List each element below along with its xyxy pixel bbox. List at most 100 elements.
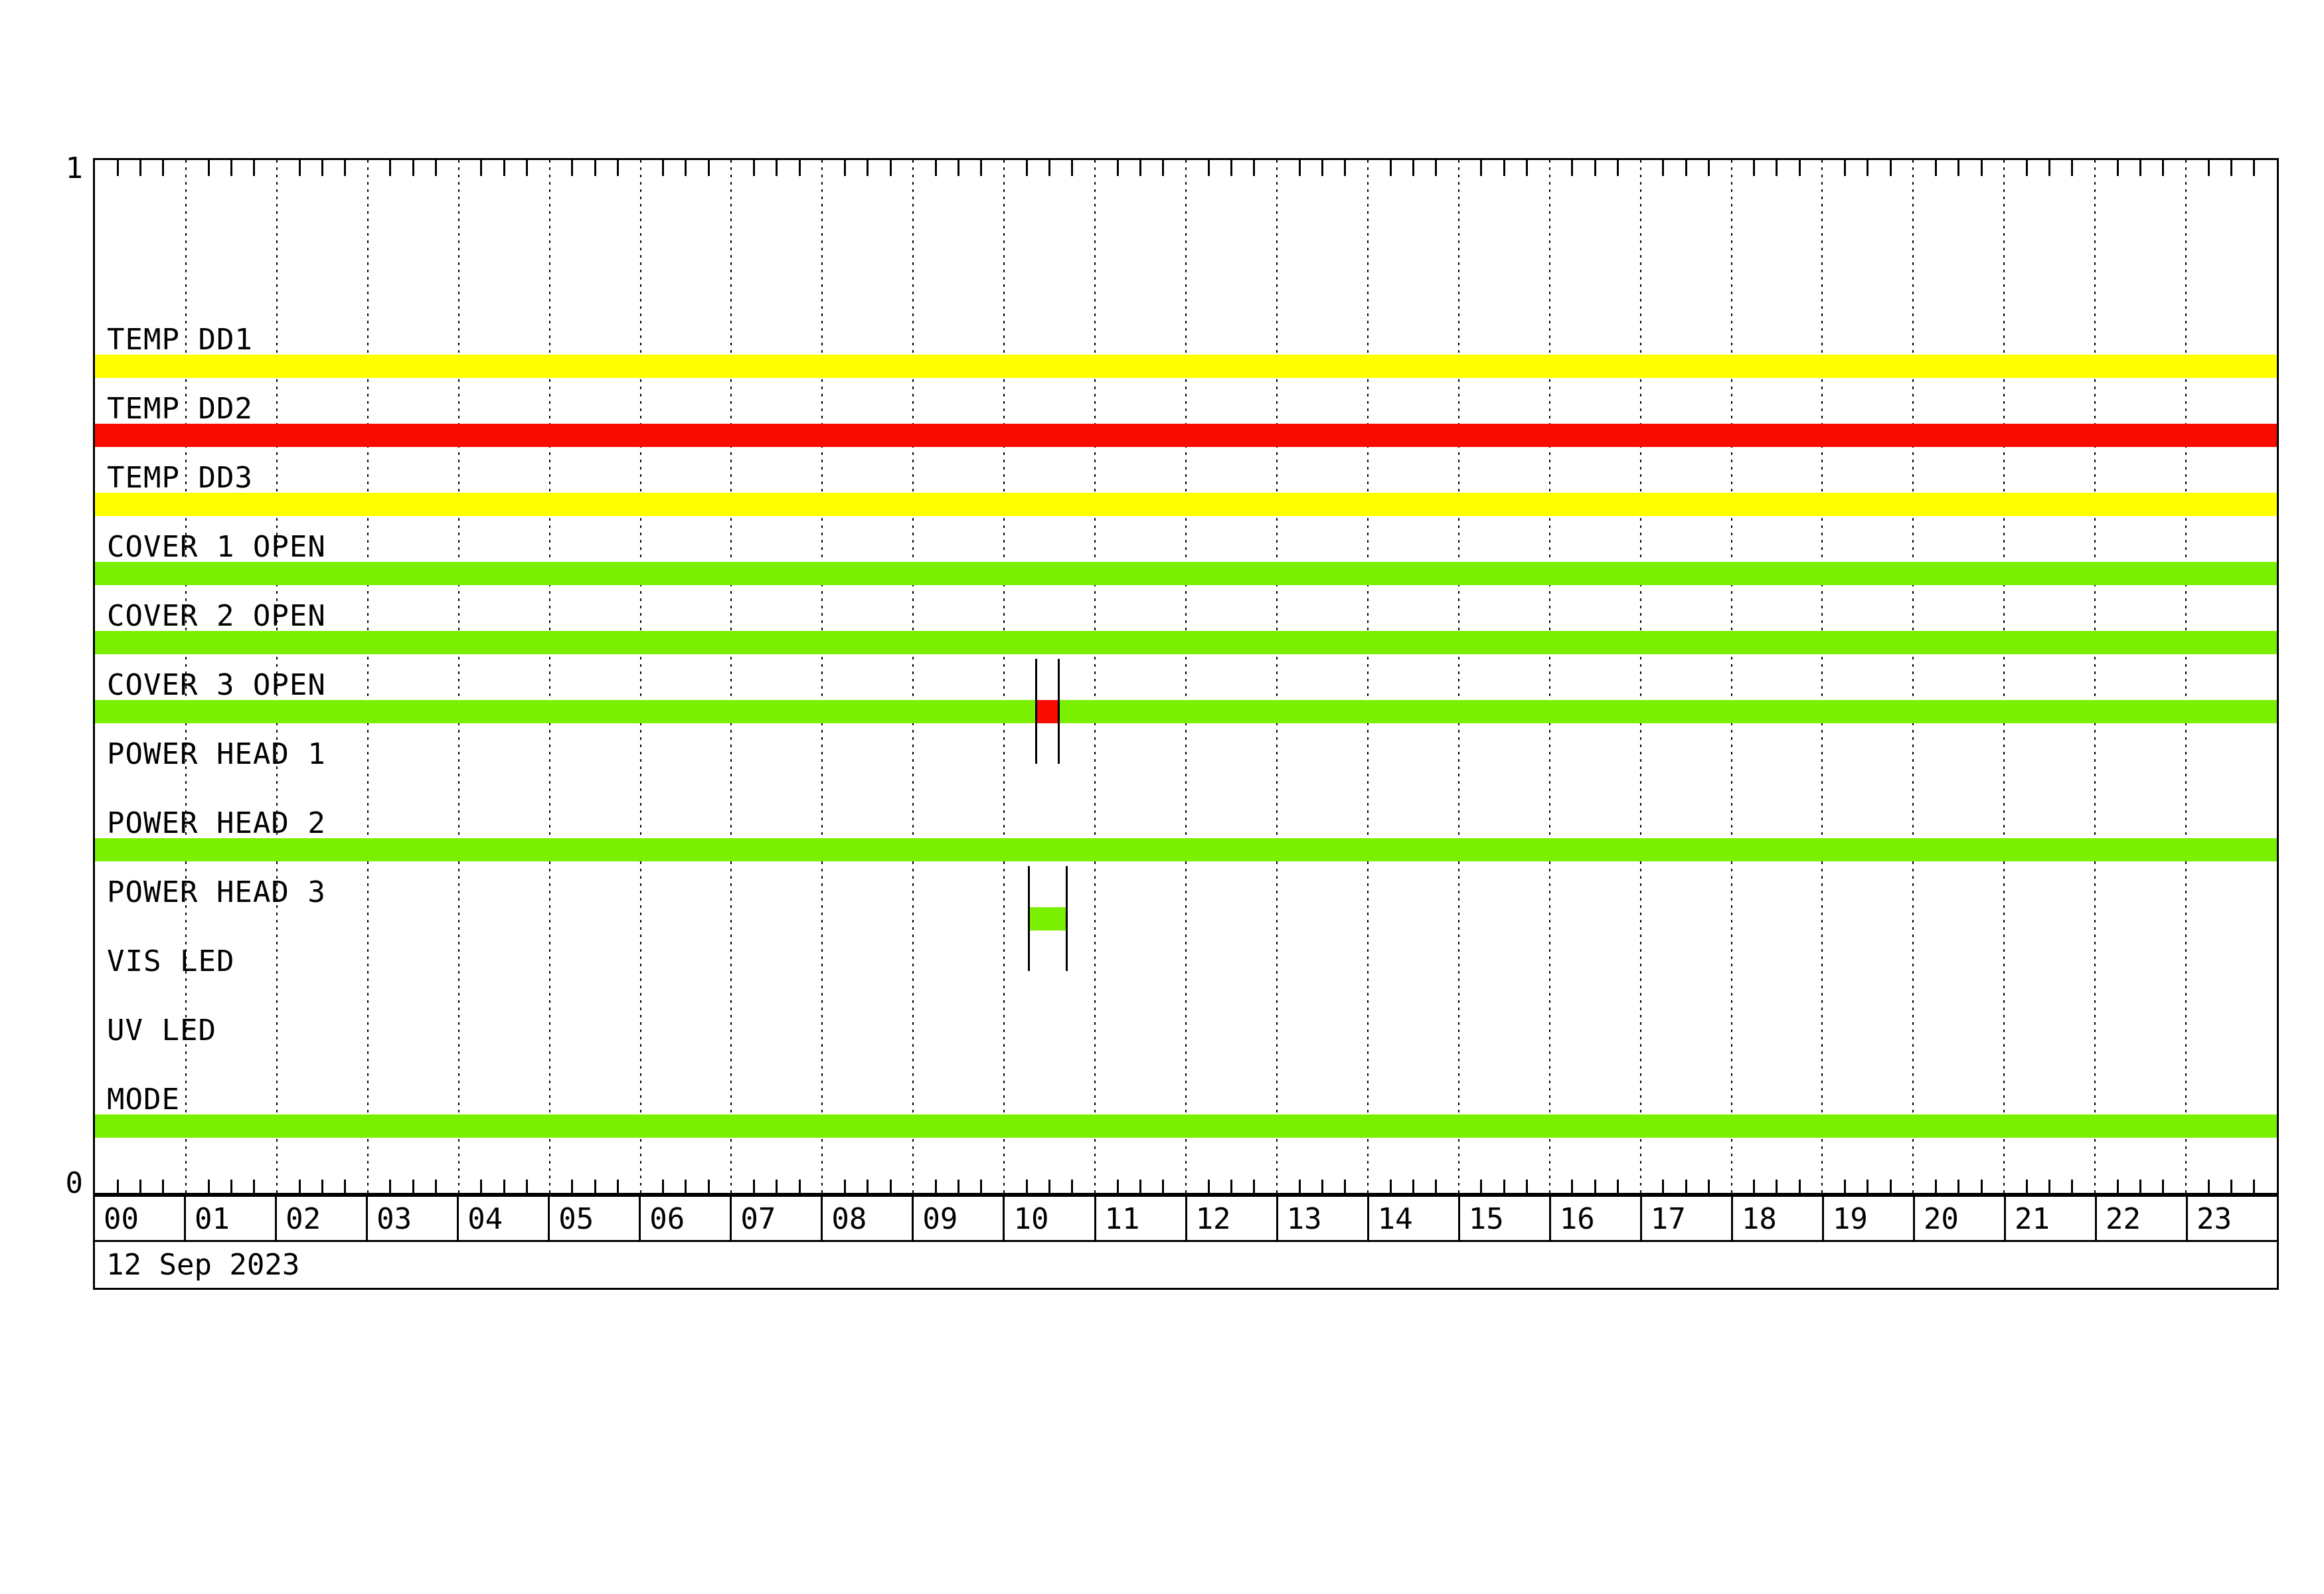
status-bar — [95, 1114, 2277, 1138]
minor-tick-bottom — [2207, 1180, 2210, 1195]
hour-cell: 18 — [1733, 1195, 1824, 1240]
minor-tick-bottom — [1935, 1180, 1938, 1195]
row-label: COVER 2 OPEN — [107, 599, 326, 633]
minor-tick-top — [1889, 160, 1892, 176]
minor-tick-top — [1844, 160, 1847, 176]
minor-tick-bottom — [1116, 1180, 1119, 1195]
minor-tick-top — [344, 160, 347, 176]
status-bar — [95, 562, 2277, 585]
minor-tick-top — [1321, 160, 1323, 176]
minor-tick-bottom — [685, 1180, 687, 1195]
minor-tick-top — [2071, 160, 2074, 176]
minor-tick-bottom — [1435, 1180, 1438, 1195]
minor-tick-bottom — [2048, 1180, 2051, 1195]
hour-label: 07 — [740, 1201, 776, 1236]
event-marker — [1066, 866, 1068, 971]
minor-tick-bottom — [1753, 1180, 1756, 1195]
row-label: COVER 3 OPEN — [107, 668, 326, 702]
minor-tick-top — [844, 160, 847, 176]
row-label: UV LED — [107, 1014, 216, 1047]
hour-cell: 15 — [1460, 1195, 1551, 1240]
row-label: TEMP DD1 — [107, 323, 253, 357]
minor-tick-top — [1662, 160, 1665, 176]
minor-tick-bottom — [1867, 1180, 1869, 1195]
minor-tick-top — [1616, 160, 1619, 176]
minor-tick-top — [1253, 160, 1256, 176]
hour-cell: 00 — [95, 1195, 187, 1240]
minor-tick-top — [2207, 160, 2210, 176]
minor-tick-bottom — [1980, 1180, 1983, 1195]
row-label: POWER HEAD 1 — [107, 737, 326, 771]
hour-gridline — [1003, 160, 1005, 1195]
minor-tick-bottom — [776, 1180, 778, 1195]
hour-gridline — [276, 160, 278, 1195]
minor-tick-top — [2116, 160, 2119, 176]
row-label: POWER HEAD 2 — [107, 806, 326, 840]
minor-tick-top — [867, 160, 869, 176]
hour-cell: 12 — [1187, 1195, 1278, 1240]
minor-tick-top — [685, 160, 687, 176]
minor-tick-bottom — [1571, 1180, 1574, 1195]
minor-tick-bottom — [1048, 1180, 1051, 1195]
minor-tick-bottom — [1025, 1180, 1028, 1195]
minor-tick-bottom — [1230, 1180, 1232, 1195]
event-marker — [1057, 659, 1060, 764]
minor-tick-bottom — [616, 1180, 619, 1195]
minor-tick-top — [957, 160, 960, 176]
hour-gridline — [1367, 160, 1369, 1195]
hour-gridline — [1912, 160, 1914, 1195]
hour-cell: 21 — [2006, 1195, 2098, 1240]
minor-tick-bottom — [1798, 1180, 1801, 1195]
minor-tick-top — [389, 160, 392, 176]
hour-cell: 14 — [1369, 1195, 1460, 1240]
minor-tick-top — [2139, 160, 2142, 176]
minor-tick-top — [1571, 160, 1574, 176]
hour-label: 12 — [1195, 1201, 1231, 1236]
minor-tick-top — [1980, 160, 1983, 176]
minor-tick-bottom — [2025, 1180, 2028, 1195]
minor-tick-bottom — [389, 1180, 392, 1195]
minor-tick-bottom — [1594, 1180, 1596, 1195]
minor-tick-bottom — [207, 1180, 210, 1195]
hour-axis: 00 01 02 03 04 05 06 07 08 09 10 11 12 13 14 15 16 17 18 19… — [93, 1193, 2279, 1242]
minor-tick-top — [571, 160, 574, 176]
minor-tick-bottom — [1139, 1180, 1142, 1195]
minor-tick-top — [1503, 160, 1505, 176]
minor-tick-bottom — [412, 1180, 414, 1195]
hour-cell: 04 — [459, 1195, 550, 1240]
minor-tick-bottom — [1616, 1180, 1619, 1195]
plot-area: TEMP DD1 TEMP DD2 TEMP DD3 COVER 1 OPEN COVE… — [93, 158, 2279, 1197]
hour-cell: 08 — [823, 1195, 914, 1240]
hour-cell: 17 — [1642, 1195, 1733, 1240]
minor-tick-top — [116, 160, 119, 176]
hour-label: 23 — [2197, 1201, 2232, 1236]
minor-tick-top — [662, 160, 665, 176]
minor-tick-top — [1798, 160, 1801, 176]
minor-tick-bottom — [480, 1180, 483, 1195]
minor-tick-bottom — [1412, 1180, 1414, 1195]
hour-label: 17 — [1650, 1201, 1686, 1236]
minor-tick-top — [230, 160, 232, 176]
status-bar — [95, 355, 2277, 378]
minor-tick-bottom — [1321, 1180, 1323, 1195]
minor-tick-bottom — [1071, 1180, 1074, 1195]
hour-cell: 03 — [368, 1195, 459, 1240]
hour-label: 14 — [1377, 1201, 1413, 1236]
minor-tick-bottom — [1662, 1180, 1665, 1195]
minor-tick-bottom — [594, 1180, 596, 1195]
hour-label: 03 — [376, 1201, 412, 1236]
hour-gridlines-layer — [95, 160, 2277, 1195]
hour-gridline — [1457, 160, 1459, 1195]
minor-tick-top — [2162, 160, 2165, 176]
minor-tick-top — [1025, 160, 1028, 176]
hour-label: 11 — [1104, 1201, 1140, 1236]
minor-tick-top — [1116, 160, 1119, 176]
minor-tick-top — [1435, 160, 1438, 176]
hour-label: 22 — [2106, 1201, 2141, 1236]
hour-gridline — [1094, 160, 1096, 1195]
hour-gridline — [185, 160, 187, 1195]
minor-tick-bottom — [503, 1180, 505, 1195]
hour-label: 06 — [649, 1201, 685, 1236]
date-axis: 12 Sep 2023 — [93, 1240, 2279, 1290]
minor-tick-top — [934, 160, 937, 176]
